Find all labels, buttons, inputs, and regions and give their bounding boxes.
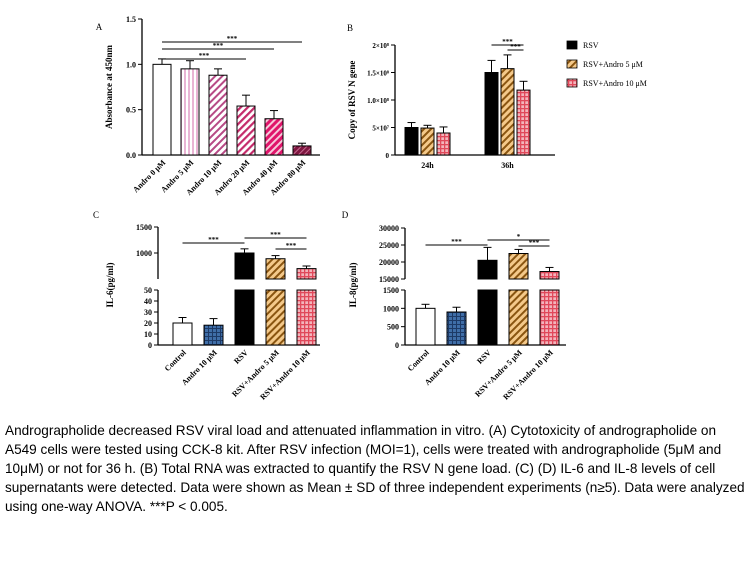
panel-a-bar [236, 105, 256, 156]
panel-a-y-tick-label: 0.5 [126, 106, 136, 115]
panel-d-y-tick-label: 20000 [379, 258, 399, 267]
panel-d-significance-label: *** [451, 238, 462, 246]
panel-c-y-tick-label: 30 [144, 308, 152, 317]
panel-c-y-tick-label: 20 [144, 319, 152, 328]
panel-c-y-tick-label: 0 [148, 341, 152, 350]
panel-d-y-tick-label: 1500 [383, 286, 399, 295]
figure-caption: Andrographolide decreased RSV viral load… [5, 423, 745, 514]
panel-b-legend-label: RSV [583, 41, 599, 50]
panel-b-legend-label: RSV+Andro 10 μM [583, 79, 647, 88]
panel-b-significance-label: *** [502, 38, 513, 46]
panel-a-significance-label: *** [227, 35, 238, 43]
panel-d-bar-upper [539, 271, 560, 280]
panel-b-bar [484, 72, 499, 156]
panel-c-y-axis-title: IL-6(pg/ml) [105, 262, 115, 307]
panel-c-bar-lower [265, 289, 286, 346]
panel-d-y-axis-title: IL-8(pg/ml) [348, 262, 358, 307]
panel-b-y-tick-label: 5×10⁷ [372, 125, 389, 133]
panel-c-y-tick-label: 1000 [136, 249, 152, 258]
panel-c-bar [203, 324, 224, 346]
panel-b-y-axis-title: Copy of RSV N gene [347, 61, 357, 140]
panel-label-b: B [347, 23, 353, 33]
panel-c-bar-upper [234, 252, 255, 280]
panel-d-y-tick-label: 500 [387, 323, 399, 332]
panel-c-x-tick-label: RSV [232, 348, 250, 366]
panel-label-a: A [96, 22, 103, 32]
panel-b-bar [420, 127, 435, 156]
panel-d-y-tick-label: 25000 [379, 241, 399, 250]
panel-d-y-tick-label: 1000 [383, 304, 399, 313]
panel-c-y-tick-label: 1500 [136, 223, 152, 232]
panel-d-y-tick-label: 30000 [379, 224, 399, 233]
panel-a-y-tick-label: 0.0 [126, 151, 136, 160]
panel-b-bar [404, 127, 419, 156]
panel-d-bar [415, 307, 436, 346]
panel-d-bar-lower [539, 289, 560, 346]
panel-c-significance-label: *** [286, 242, 297, 250]
panel-b-y-tick-label: 2×10⁸ [372, 42, 389, 50]
panel-a-y-tick-label: 1.5 [126, 15, 136, 24]
panel-b-bar [516, 89, 531, 156]
panel-a-bar [208, 74, 228, 156]
panel-d-significance-label: * [517, 233, 521, 241]
panel-c-significance-label: *** [208, 236, 219, 244]
panel-c-y-tick-label: 50 [144, 286, 152, 295]
panel-a-y-axis-title: Absorbance at 450nm [104, 45, 114, 130]
panel-c-y-tick-label: 10 [144, 330, 152, 339]
panel-b-x-tick-label: 36h [501, 161, 514, 170]
panel-b-y-tick-label: 1.5×10⁸ [367, 70, 389, 78]
panel-d-bar-upper [477, 259, 498, 280]
panel-d-significance-label: *** [529, 239, 540, 247]
panel-label-d: D [342, 210, 349, 220]
panel-d-bar-upper [508, 253, 529, 280]
panel-a-bar [152, 63, 172, 156]
panel-c-bar-upper [296, 268, 317, 280]
panel-a-bar [292, 145, 312, 156]
panel-a-bar [180, 68, 200, 156]
panel-d-bar [446, 311, 467, 346]
panel-d-bar-lower [477, 289, 498, 346]
panel-b-x-tick-label: 24h [421, 161, 434, 170]
panel-d-x-tick-label: RSV [475, 348, 493, 366]
panel-b-y-tick-label: 1.0×10⁸ [367, 97, 389, 105]
panel-c-bar-lower [234, 289, 255, 346]
panel-d-bar-lower [508, 289, 529, 346]
panel-a-significance-label: *** [213, 42, 224, 50]
panel-c-significance-label: *** [270, 231, 281, 239]
panel-c-bar-upper [265, 258, 286, 280]
panel-b-legend-swatch [566, 40, 578, 50]
panel-a-y-tick-label: 1.0 [126, 60, 136, 69]
panel-c-bar [172, 322, 193, 346]
panel-b-bar [436, 132, 451, 156]
panel-a-bar [264, 118, 284, 156]
panel-b-legend-swatch [566, 59, 578, 69]
panel-c-x-tick-label: Control [163, 348, 189, 374]
panel-d-y-tick-label: 15000 [379, 275, 399, 284]
panel-b-y-tick-label: 0 [386, 152, 390, 160]
panel-b-legend-label: RSV+Andro 5 μM [583, 60, 643, 69]
panel-d-x-tick-label: Control [406, 348, 432, 374]
panel-b-significance-label: *** [510, 43, 521, 51]
panel-label-c: C [93, 210, 99, 220]
panel-b-legend-swatch [566, 78, 578, 88]
panel-c-y-tick-label: 40 [144, 297, 152, 306]
panel-d-y-tick-label: 0 [395, 341, 399, 350]
panel-a-significance-label: *** [199, 52, 210, 60]
panel-b-bar [500, 68, 515, 156]
panel-c-bar-lower [296, 289, 317, 346]
